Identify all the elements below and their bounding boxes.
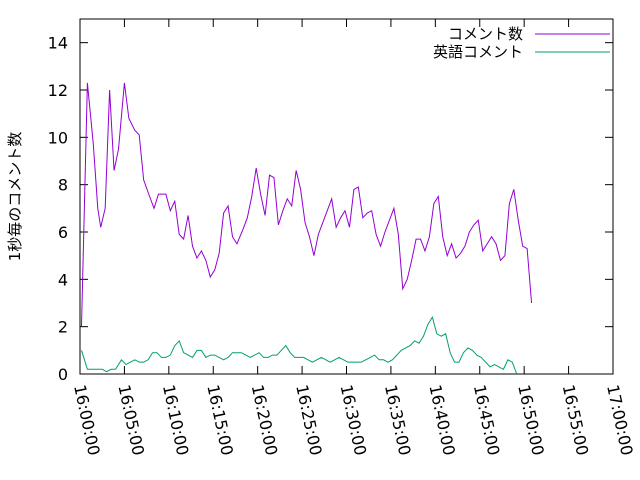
x-tick-label: 16:35:00: [381, 383, 415, 457]
series-line-1: [81, 315, 518, 375]
plot-frame: [79, 18, 614, 375]
x-tick-label: 16:40:00: [425, 383, 459, 457]
legend-label-0: コメント数: [448, 25, 523, 43]
y-tick-label: 6: [58, 223, 68, 242]
x-tick-label: 16:50:00: [514, 383, 548, 457]
y-tick-label: 8: [58, 176, 68, 195]
x-tick-label: 16:05:00: [115, 383, 149, 457]
y-tick-label: 10: [48, 128, 68, 147]
y-tick-label: 4: [58, 270, 68, 289]
x-tick-label: 16:30:00: [337, 383, 371, 457]
x-tick-label: 16:15:00: [203, 383, 237, 457]
x-tick-label: 16:25:00: [292, 383, 326, 457]
x-tick-label: 16:45:00: [470, 383, 504, 457]
x-tick-label: 16:20:00: [248, 383, 282, 457]
x-tick-label: 17:00:00: [603, 383, 637, 457]
y-tick-label: 0: [58, 365, 68, 384]
y-axis-label: 1秒毎のコメント数: [6, 132, 24, 262]
legend-label-1: 英語コメント: [433, 43, 523, 61]
y-tick-label: 14: [48, 34, 68, 53]
series-line-0: [80, 82, 533, 327]
y-tick-label: 12: [48, 81, 68, 100]
x-tick-label: 16:10:00: [159, 383, 193, 457]
y-tick-label: 2: [58, 318, 68, 337]
x-tick-label: 16:00:00: [70, 383, 104, 457]
x-tick-label: 16:55:00: [559, 383, 593, 457]
